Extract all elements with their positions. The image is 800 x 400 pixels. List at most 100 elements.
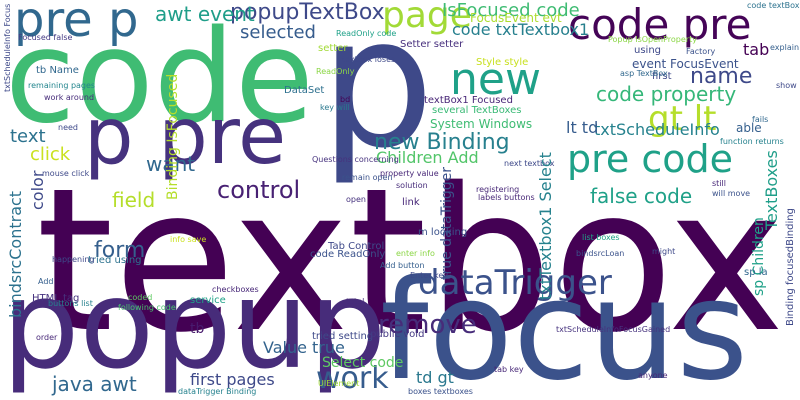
- word-labels-buttons: labels buttons: [478, 193, 535, 202]
- word-selected: selected: [240, 22, 316, 43]
- word-system-windows: System Windows: [430, 117, 533, 131]
- word-click: click: [30, 144, 71, 165]
- word-code-readonly: code ReadOnly: [310, 249, 386, 260]
- word-setter: setter: [318, 43, 348, 54]
- word-uielement: UIElement: [318, 379, 360, 388]
- word-asp-textbox: asp TextBox: [620, 69, 668, 78]
- word-page: page: [382, 0, 472, 36]
- word-factory: Factory: [686, 47, 716, 56]
- word-focusevent-evt: FocusEvent evt: [470, 11, 562, 25]
- word-public-void: public void: [370, 329, 425, 340]
- word-first-pages: first pages: [190, 370, 275, 389]
- word-tb-name: tb Name: [36, 65, 79, 76]
- word-still: still: [712, 179, 726, 188]
- word-pre-code: pre code: [567, 137, 734, 181]
- word-property-value: property value: [380, 169, 439, 178]
- word-fails: fails: [752, 115, 769, 124]
- word-bindsrccontract: bindsrcContract: [6, 190, 25, 318]
- word-coded: coded: [128, 293, 153, 302]
- word-focused-false: Focused false: [18, 33, 73, 42]
- word-txtscheduleinfofocusgained: txtScheduleInfoFocusGained: [556, 325, 671, 334]
- word-sp-la: sp la: [744, 267, 768, 278]
- word-field: field: [112, 188, 156, 212]
- word-tab-key: tab key: [494, 365, 524, 374]
- word-bindsrcloan: bindsrcLoan: [576, 249, 625, 258]
- word-textboxes: TextBoxes: [762, 150, 781, 230]
- word-function-returns: function returns: [720, 137, 784, 146]
- word-first: first: [652, 71, 672, 82]
- word-work-around: work around: [44, 93, 95, 102]
- word-textbox1-focused: textBox1 Focused: [424, 95, 513, 106]
- word-children-add: Children Add: [376, 148, 479, 167]
- word-txttextbox1-select: txtTextbox1 Select: [536, 152, 555, 300]
- word-add: Add: [38, 277, 54, 286]
- word-binding-focusedbinding: Binding focusedBinding: [785, 208, 796, 326]
- word-control: control: [217, 176, 301, 204]
- word-gt-lt: gt lt: [648, 99, 717, 139]
- word-popup-isopenproperty: Popup IsOpenProperty: [608, 35, 697, 44]
- word-tab-control: Tab Control: [328, 241, 385, 252]
- word-popuptextbox: popupTextBox: [230, 0, 385, 25]
- word-explain: explain: [770, 43, 800, 52]
- word-style-style: Style style: [476, 57, 529, 68]
- word-following-code: following code: [118, 303, 176, 312]
- word-p-pre: p pre: [84, 92, 287, 182]
- word-td-gt: td gt: [416, 368, 454, 387]
- word-isfocused-code: IsFocused code: [442, 0, 580, 21]
- word-several-textboxes: several TextBoxes: [432, 105, 522, 116]
- word-code-pre: code pre: [568, 0, 752, 49]
- word-tb: tb: [190, 321, 205, 337]
- word-able: able: [736, 121, 762, 135]
- word-next-textbox: next textbox: [504, 159, 555, 168]
- word-enter-key: Enter key: [410, 271, 449, 280]
- word-remaining-pages: remaining pages: [28, 81, 96, 90]
- word-service: service: [190, 295, 226, 306]
- word-m-looking: m looking: [418, 227, 468, 238]
- word-remove: remove: [378, 310, 477, 340]
- word-select-code: Select code: [322, 355, 404, 371]
- word-info-save: info save: [170, 235, 207, 244]
- word-dataset: DataSet: [284, 85, 325, 96]
- word-readonly: ReadOnly: [316, 67, 355, 76]
- word-happening: happening: [52, 255, 95, 264]
- word-textbox-loses: textbox loses: [342, 55, 396, 64]
- word-event-focusevent: event FocusEvent: [632, 57, 739, 71]
- word-popup: popup: [2, 254, 387, 396]
- word-might: might: [652, 247, 676, 256]
- word-tried-using: tried using: [88, 255, 142, 266]
- word-awt-event: awt event: [155, 2, 255, 26]
- word-code-textbox1: code textBox1: [747, 1, 800, 10]
- word-questions-concerning: Questions concerning: [312, 155, 399, 164]
- word-lt-td: lt td: [566, 118, 599, 137]
- word-readonly-code: ReadOnly code: [336, 29, 397, 38]
- word-remain-open: remain open: [342, 173, 393, 182]
- word-txtscheduleinfo-focus: txtScheduleInfo Focus: [3, 3, 12, 92]
- word-color: color: [28, 170, 47, 210]
- word-new: new: [450, 54, 541, 105]
- word-key-will: key will: [320, 103, 350, 112]
- word-work: work: [316, 361, 389, 396]
- word-mouse-click: mouse click: [42, 169, 90, 178]
- word-enter-info: enter info: [396, 249, 435, 258]
- word-show: show: [776, 81, 797, 90]
- word-dataTrigger: dataTrigger: [418, 263, 612, 303]
- word-using: using: [634, 45, 662, 56]
- word-want: want: [146, 152, 196, 176]
- word-name: name: [690, 64, 753, 89]
- word-value-true: Value true: [263, 338, 345, 357]
- word-false-code: false code: [590, 184, 693, 208]
- word-textbox: textbox: [36, 145, 785, 376]
- word-buttons-list: buttons list: [48, 299, 93, 308]
- word-code-property: code property: [596, 82, 737, 106]
- word-datatrigger-binding: dataTrigger Binding: [178, 387, 257, 396]
- word-anyone: anyone: [638, 371, 668, 380]
- word-list-boxes: list boxes: [582, 233, 620, 242]
- word-checkboxes: checkboxes: [212, 285, 259, 294]
- word-boxes-textboxes: boxes textboxes: [408, 387, 473, 396]
- word-p: p: [320, 0, 435, 188]
- word-setter-setter: Setter setter: [400, 39, 464, 50]
- word-code-txttextbox1: code txtTextbox1: [452, 20, 590, 39]
- word-link: link: [402, 197, 420, 208]
- word-solution: solution: [396, 181, 428, 190]
